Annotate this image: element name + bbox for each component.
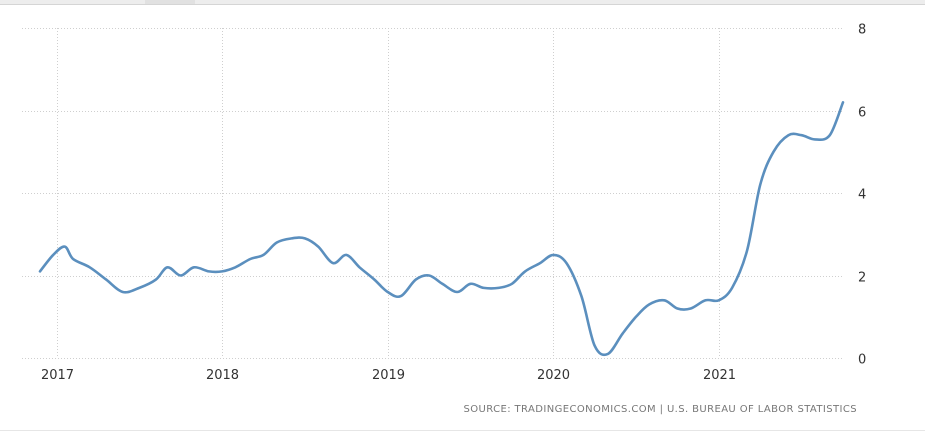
chart-grid	[22, 28, 843, 359]
y-tick-label: 6	[858, 106, 866, 121]
y-axis-ticks: 0 2 4 6 8	[858, 23, 866, 368]
top-divider	[0, 4, 925, 5]
x-tick-label: 2017	[41, 368, 74, 383]
source-caption: SOURCE: TRADINGECONOMICS.COM | U.S. BURE…	[463, 404, 857, 415]
y-tick-label: 4	[858, 188, 866, 203]
top-toolbar-strip	[0, 0, 925, 4]
y-tick-label: 0	[858, 353, 866, 368]
x-tick-label: 2019	[372, 368, 405, 383]
series-layer	[38, 101, 845, 357]
series-line	[38, 101, 845, 357]
x-tick-label: 2021	[703, 368, 736, 383]
y-tick-label: 8	[858, 23, 866, 38]
y-tick-label: 2	[858, 271, 866, 286]
x-tick-label: 2020	[537, 368, 570, 383]
toolbar-tab	[145, 0, 195, 4]
x-axis-ticks: 2017 2018 2019 2020 2021	[41, 368, 736, 383]
bottom-divider	[0, 430, 925, 431]
x-tick-label: 2018	[206, 368, 239, 383]
